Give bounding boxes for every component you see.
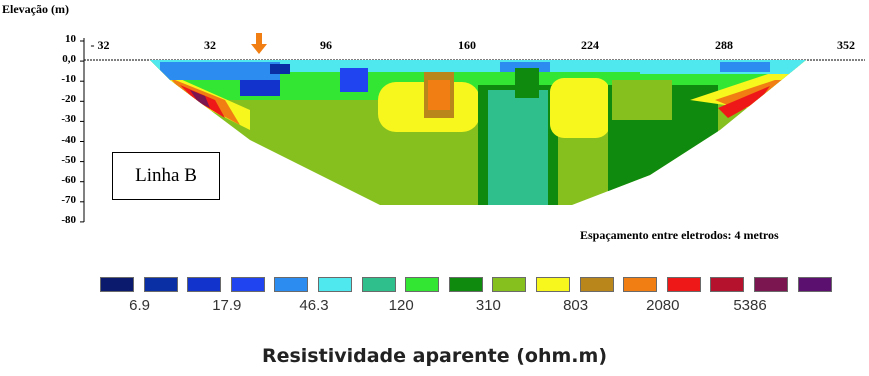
y-tick-marks: [80, 40, 84, 223]
resistivity-section: [150, 60, 806, 205]
zone-right-red: [718, 86, 770, 118]
x-tick-label: 160: [458, 38, 476, 52]
x-tick-label: 224: [581, 38, 599, 52]
y-tick-label: -50: [61, 153, 76, 166]
zone-blue-patch-2: [340, 68, 368, 92]
zone-orange-center: [428, 80, 450, 110]
zone-left-purple: [190, 90, 210, 108]
y-tick-label: -20: [61, 93, 76, 106]
y-tick-label: -80: [61, 213, 76, 226]
electrode-spacing-note: Espaçamento entre eletrodos: 4 metros: [580, 228, 779, 242]
colorbar-swatch: [492, 277, 527, 292]
colorbar-swatch: [405, 277, 440, 292]
colorbar-swatch: [187, 277, 222, 292]
colorbar-swatch: [623, 277, 658, 292]
zone-top-blue-left: [160, 62, 280, 80]
x-tick-label: 96: [320, 38, 332, 52]
zone-top-cyan-mid: [380, 62, 500, 72]
colorbar-swatch: [318, 277, 352, 292]
colorbar-tick-label: 6.9: [129, 297, 151, 314]
colorbar-tick-label: 17.9: [212, 297, 242, 314]
colorbar-swatch: [579, 277, 614, 292]
x-tick-label: - 32: [90, 38, 110, 52]
pseudosection-plot: [80, 33, 865, 223]
y-tick-label: -60: [61, 173, 76, 186]
colorbar-tick-label: 2080: [646, 297, 680, 314]
colorbar-tick-label: 803: [563, 297, 589, 314]
y-tick-label: 10: [65, 33, 76, 45]
colorbar-swatch: [666, 277, 701, 292]
colorbar-swatch: [797, 277, 832, 292]
y-tick-label: -40: [61, 133, 76, 146]
zone-blue-patch-5: [720, 62, 770, 72]
colorbar-caption: Resistividade aparente (ohm.m): [261, 345, 608, 367]
zone-dark-green-mid: [515, 68, 539, 98]
colorbar-swatch: [230, 277, 265, 292]
colorbar-tick-label: 310: [475, 297, 501, 314]
colorbar-tick-label: 46.3: [299, 297, 329, 314]
y-tick-label: 0,0: [62, 53, 76, 66]
x-tick-label: 352: [837, 38, 855, 52]
zone-blue-patch-3: [270, 64, 290, 74]
colorbar-swatch: [100, 277, 134, 292]
colorbar-swatch: [361, 277, 396, 292]
zone-blue-patch-1: [240, 80, 280, 96]
x-tick-label: 288: [715, 38, 733, 52]
colorbar-swatch: [143, 277, 178, 292]
zone-yellow-right: [550, 78, 610, 138]
x-tick-label: 32: [204, 38, 216, 52]
colorbar-swatch: [754, 277, 788, 292]
y-tick-label: -10: [61, 73, 76, 86]
y-axis-label: Elevação (m): [2, 2, 69, 16]
colorbar-swatch: [536, 277, 570, 292]
line-label-box: Linha B: [112, 152, 220, 200]
y-tick-label: -70: [61, 193, 76, 206]
y-tick-label: -30: [61, 113, 76, 126]
colorbar-swatch: [710, 277, 745, 292]
zone-right-green: [612, 80, 672, 120]
zone-blue-patch-4: [500, 62, 550, 72]
colorbar-swatch: [448, 277, 483, 292]
orange-arrow-icon: [251, 33, 267, 54]
colorbar-swatch: [274, 277, 309, 292]
zone-teal-column: [488, 90, 548, 205]
colorbar-tick-label: 120: [388, 297, 414, 314]
colorbar-tick-label: 5386: [733, 297, 767, 314]
